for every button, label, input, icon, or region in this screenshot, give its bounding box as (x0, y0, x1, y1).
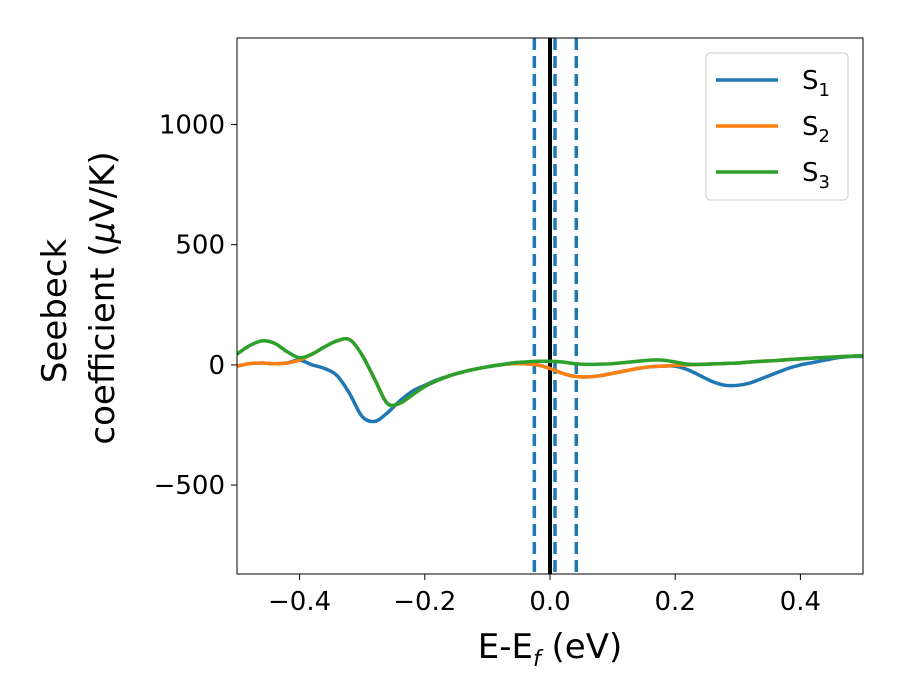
series-lines (237, 336, 863, 424)
x-axis-label-sub: f (533, 647, 544, 672)
y-axis-label-line2-end: V/K) (83, 151, 123, 221)
x-axis-label: E-Ef (eV) (478, 627, 623, 672)
series-line-s3 (237, 336, 863, 408)
x-axis-ticks: −0.4 −0.2 0.0 0.2 0.4 (268, 574, 821, 617)
x-tick-label: 0.0 (529, 587, 570, 617)
y-axis-label: Seebeck coefficient (μV/K) (35, 151, 123, 444)
y-axis-label-line2: coefficient (μV/K) (83, 151, 123, 444)
vertical-lines (532, 38, 579, 574)
x-tick-label: −0.4 (268, 587, 331, 617)
y-tick-label: −500 (154, 471, 225, 501)
y-tick-label: 0 (208, 351, 225, 381)
y-tick-label: 500 (175, 231, 225, 261)
y-axis-ticks: −500 0 500 1000 (154, 111, 237, 501)
x-tick-label: 0.2 (655, 587, 696, 617)
legend: S1 S2 S3 (705, 52, 849, 201)
y-axis-label-line1: Seebeck (35, 239, 75, 384)
y-axis-label-mu: μ (83, 222, 123, 245)
x-axis-label-main: E-E (478, 627, 533, 667)
x-tick-label: −0.2 (393, 587, 456, 617)
y-tick-label: 1000 (159, 111, 225, 141)
legend-label-s1: S1 (802, 66, 830, 101)
legend-label-s3: S3 (802, 158, 830, 193)
y-axis-label-line2-start: coefficient ( (83, 243, 123, 444)
x-tick-label: 0.4 (780, 587, 821, 617)
legend-label-s2: S2 (802, 112, 830, 147)
x-axis-label-unit: (eV) (541, 627, 623, 667)
